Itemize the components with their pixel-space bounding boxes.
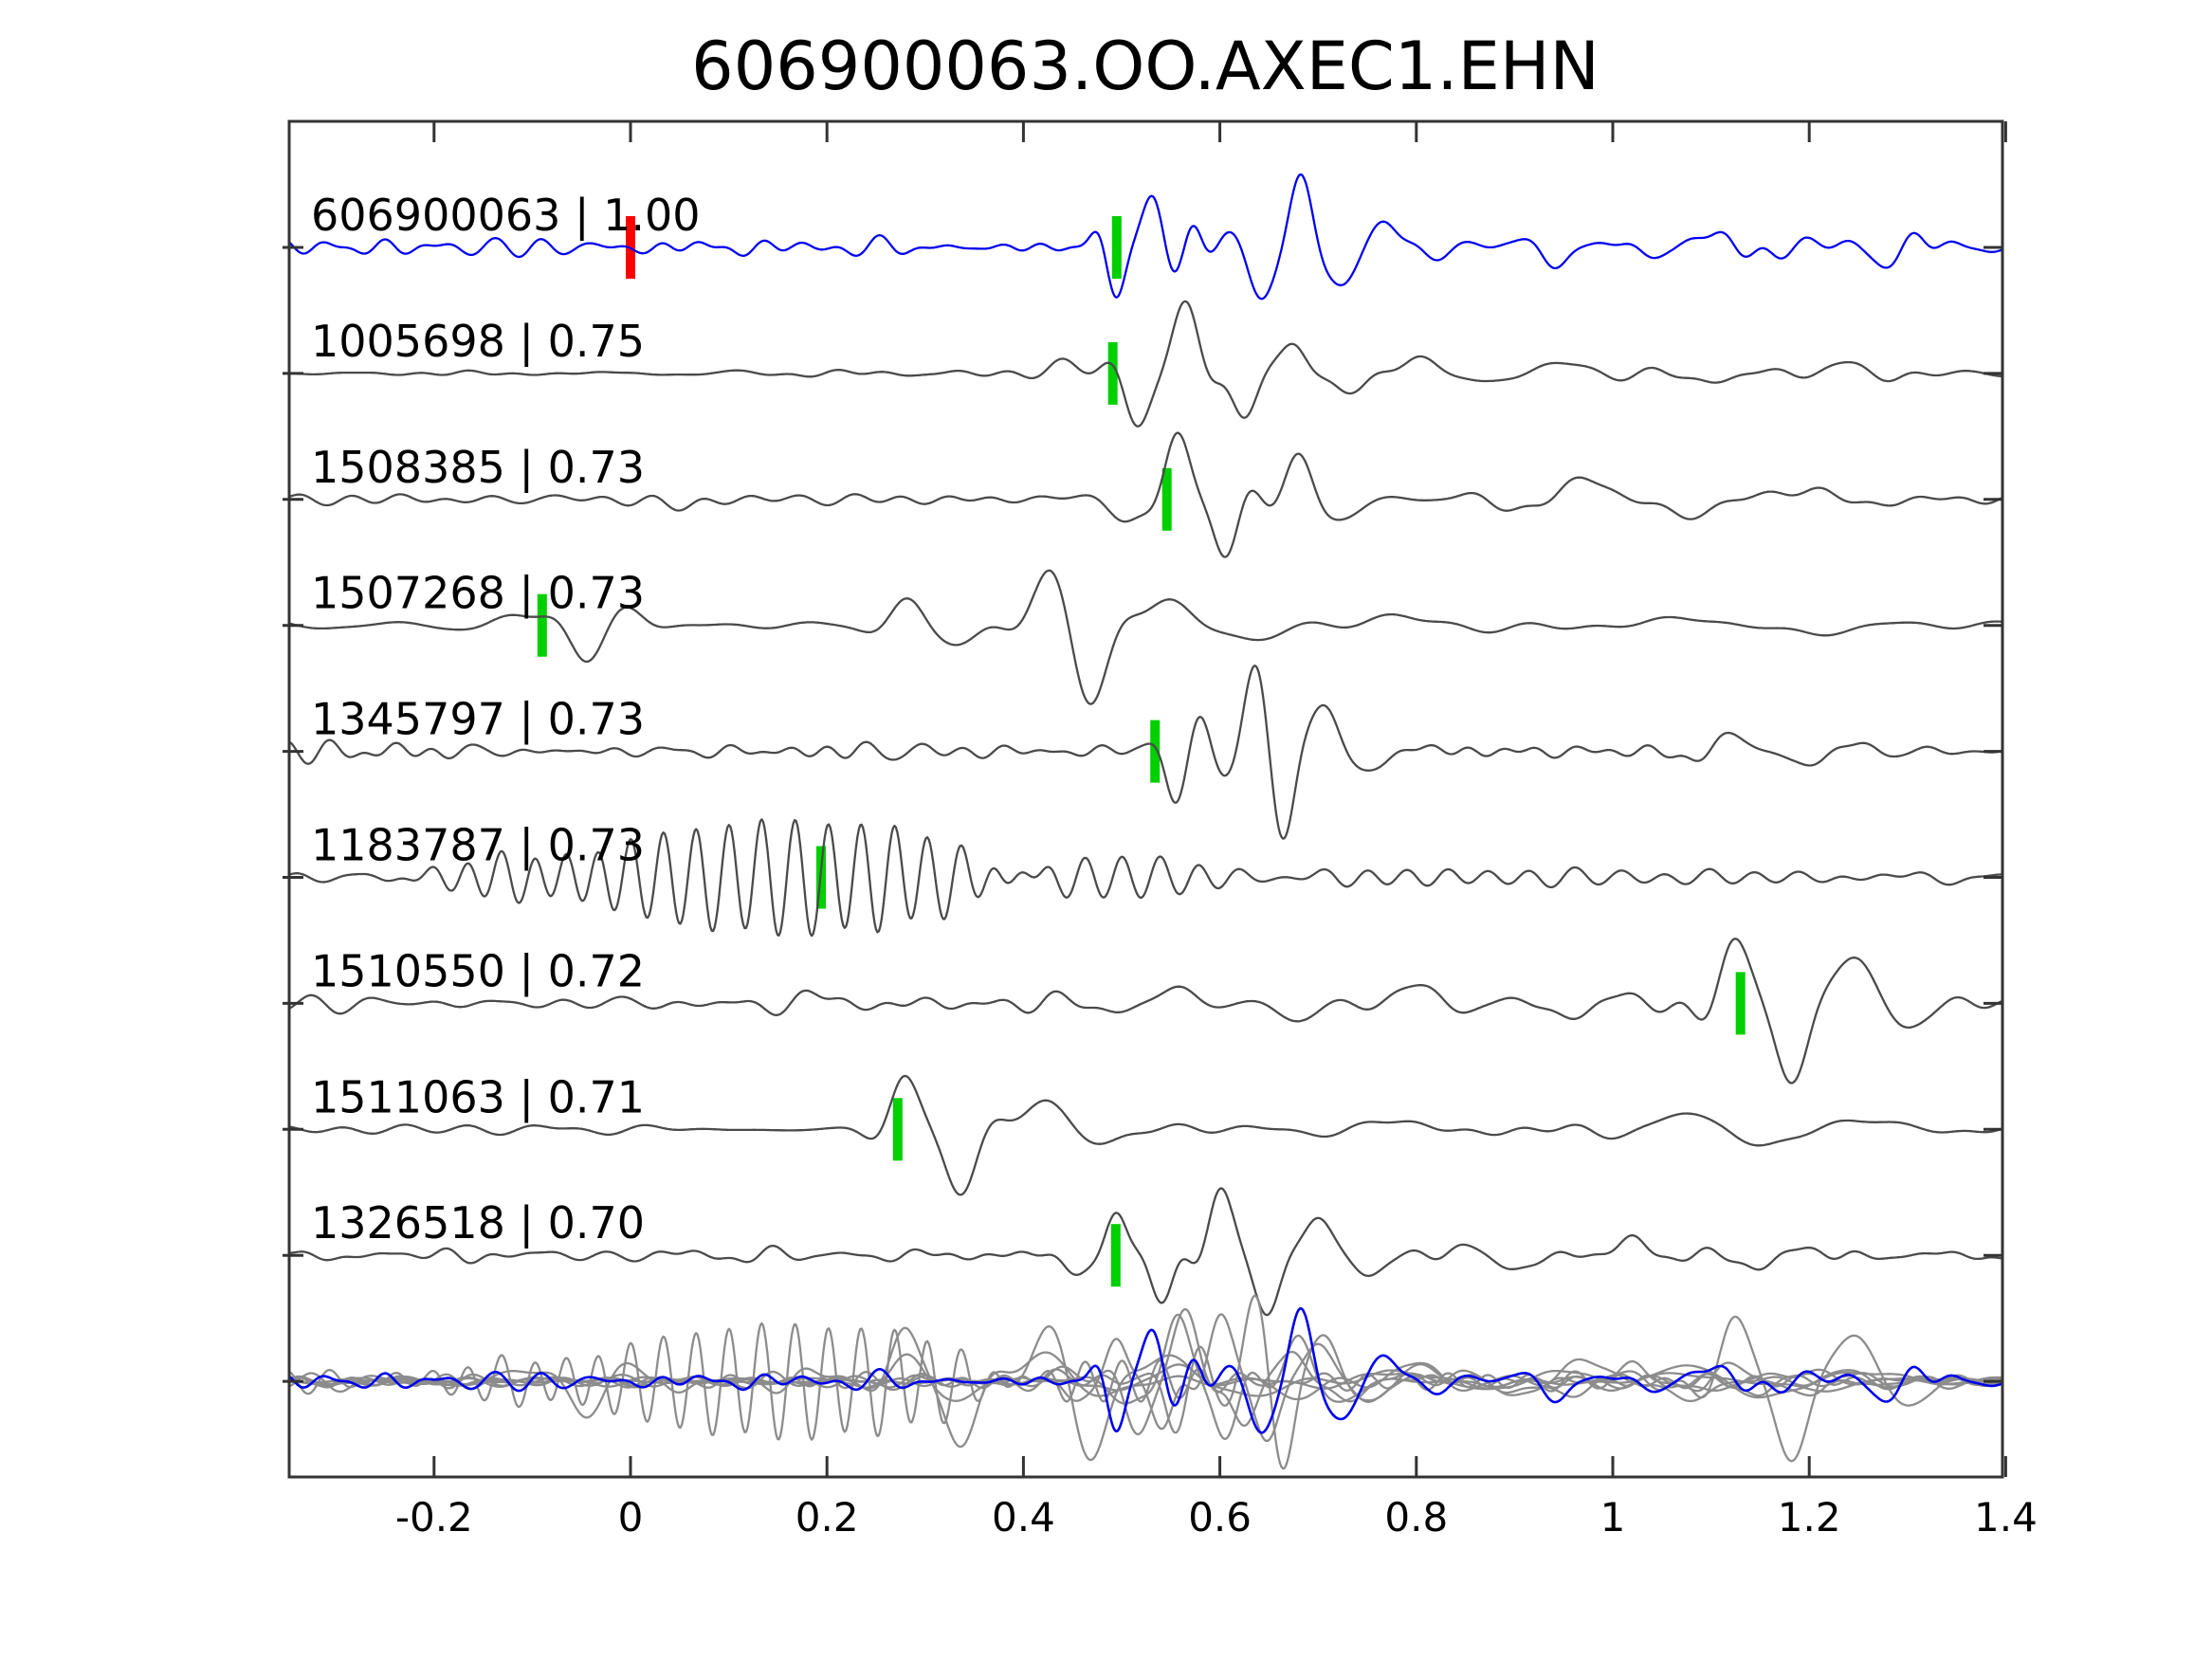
x-tick-label: 1.2 bbox=[1778, 1494, 1841, 1540]
trace-label-1511063: 1511063 | 0.71 bbox=[311, 1071, 645, 1123]
pick-mark-1511063 bbox=[892, 1098, 903, 1161]
x-tick-label: 0.2 bbox=[795, 1494, 859, 1540]
trace-waveform-1507268 bbox=[287, 569, 2004, 705]
stack-waveform-template bbox=[287, 1307, 2004, 1434]
trace-waveform-1183787 bbox=[287, 818, 2004, 938]
plot-title: 606900063.OO.AXEC1.EHN bbox=[691, 27, 1600, 105]
trace-label-1507268: 1507268 | 0.73 bbox=[311, 568, 645, 620]
x-tick-label: 0.4 bbox=[992, 1494, 1055, 1540]
trace-waveform-1326518 bbox=[287, 1187, 2004, 1317]
pick-mark-1510550 bbox=[1735, 972, 1746, 1035]
x-tick-labels: -0.2 0 0.2 0.4 0.6 0.8 1 1.2 1.4 bbox=[395, 1494, 2038, 1540]
pick-mark-606900063 bbox=[1111, 216, 1122, 279]
trace-waveform-1511063 bbox=[287, 1074, 2004, 1196]
stack-waveform-1511063 bbox=[287, 1326, 2004, 1449]
trace-waveform-606900063 bbox=[287, 173, 2004, 301]
trace-label-1508385: 1508385 | 0.73 bbox=[311, 442, 645, 494]
trace-label-606900063: 606900063 | 1.00 bbox=[311, 190, 701, 242]
trace-waveform-1510550 bbox=[287, 938, 2004, 1085]
trace-labels: 606900063 | 1.00 1005698 | 0.75 1508385 | … bbox=[311, 190, 701, 1249]
trace-label-1326518: 1326518 | 0.70 bbox=[311, 1197, 645, 1249]
x-tick-label: 0 bbox=[618, 1494, 644, 1540]
x-tick-label: 0.6 bbox=[1188, 1494, 1252, 1540]
axes-frame bbox=[283, 119, 2007, 1479]
trace-waveform-1345797 bbox=[287, 665, 2004, 840]
x-tick-label: 0.8 bbox=[1384, 1494, 1448, 1540]
pick-mark-1005698 bbox=[1107, 341, 1118, 405]
pick-mark-1507268 bbox=[537, 593, 547, 657]
pick-mark-1508385 bbox=[1161, 467, 1172, 531]
x-tick-label: 1 bbox=[1600, 1494, 1626, 1540]
pick-mark-1326518 bbox=[1110, 1224, 1121, 1287]
trace-label-1005698: 1005698 | 0.75 bbox=[311, 316, 645, 368]
stack-waveform-1326518 bbox=[287, 1313, 2004, 1443]
pick-mark-1345797 bbox=[1150, 720, 1161, 783]
x-tick-label: 1.4 bbox=[1974, 1494, 2038, 1540]
plot-frame bbox=[287, 119, 2004, 1479]
trace-waveform-1005698 bbox=[287, 300, 2004, 428]
trace-label-1183787: 1183787 | 0.73 bbox=[311, 820, 645, 872]
x-tick-label: -0.2 bbox=[395, 1494, 473, 1540]
trace-waveform-1508385 bbox=[287, 431, 2004, 558]
waveforms bbox=[287, 173, 2004, 1470]
trace-label-1345797: 1345797 | 0.73 bbox=[311, 694, 645, 746]
trace-label-1510550: 1510550 | 0.72 bbox=[311, 945, 645, 997]
